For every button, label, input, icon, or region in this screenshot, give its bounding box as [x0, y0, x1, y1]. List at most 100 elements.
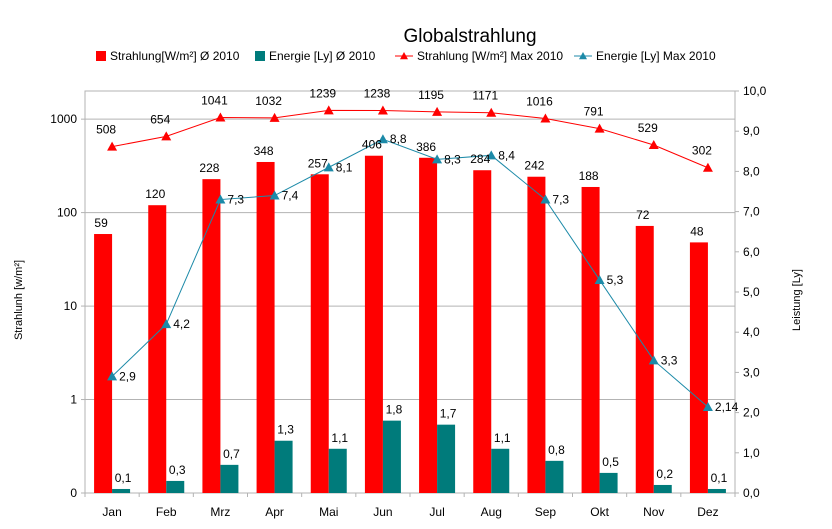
data-label-strahlung-avg: 228: [199, 161, 219, 175]
lines: [107, 105, 713, 411]
bar-energie-avg: [545, 460, 564, 493]
bar-energie-avg: [707, 488, 726, 493]
bars: [94, 155, 726, 494]
data-label-energie-avg: 0,3: [169, 463, 186, 477]
bar-energie-avg: [274, 440, 293, 493]
marker-strahlung-max: [648, 139, 659, 149]
marker-energie-max: [648, 355, 659, 365]
bar-strahlung-avg: [94, 234, 113, 493]
marker-energie-max: [323, 162, 334, 172]
data-label-strahlung-max: 302: [692, 144, 712, 158]
bar-strahlung-avg: [581, 186, 600, 494]
data-label-strahlung-avg: 120: [145, 187, 165, 201]
data-label-energie-max: 7,4: [282, 189, 299, 203]
data-labels: 59 0,1 120 0,3 228 0,7 348 1,3 257 1,1 406 1,8 386 1,…: [94, 86, 738, 485]
marker-strahlung-max: [594, 123, 605, 133]
axes: 0 1 10 100 1000 0,0 1,0 2,0 3,0 4,0 5,0 6,0 7,0 8,0 9,…: [50, 84, 766, 519]
chart-title: Globalstrahlung: [403, 26, 536, 47]
data-label-energie-max: 8,1: [336, 160, 353, 174]
data-label-energie-max: 4,2: [173, 317, 190, 331]
data-label-strahlung-max: 1041: [201, 94, 228, 108]
legend-label: Strahlung [W/m²] Max 2010: [417, 49, 563, 63]
left-tick-label: 1: [70, 393, 77, 407]
data-label-energie-max: 8,8: [390, 132, 407, 146]
right-tick-label: 0,0: [743, 486, 760, 500]
right-tick-label: 10,0: [743, 84, 767, 98]
line-energie-max: [111, 138, 709, 408]
left-tick-label: 1000: [50, 112, 77, 126]
x-tick-label: Sep: [535, 505, 557, 519]
marker-strahlung-max: [107, 141, 118, 151]
marker-strahlung-max: [323, 105, 334, 115]
marker-strahlung-max: [161, 131, 172, 141]
right-tick-label: 7,0: [743, 205, 760, 219]
data-label-energie-avg: 0,7: [223, 447, 240, 461]
bar-energie-avg: [437, 424, 456, 493]
bar-strahlung-avg: [148, 205, 167, 493]
bar-strahlung-avg: [635, 225, 654, 494]
marker-energie-max: [594, 274, 605, 284]
data-label-energie-avg: 1,7: [440, 407, 457, 421]
data-label-energie-max: 7,3: [227, 193, 244, 207]
data-label-strahlung-avg: 257: [308, 156, 328, 170]
data-label-strahlung-max: 1195: [418, 88, 444, 102]
data-label-strahlung-max: 1239: [309, 86, 336, 100]
bar-energie-avg: [166, 480, 185, 493]
legend-label: Energie [Ly] Ø 2010: [269, 49, 376, 63]
marker-energie-max: [215, 194, 226, 204]
bar-energie-avg: [220, 464, 239, 493]
right-axis-title: Leistung [Ly]: [791, 269, 803, 331]
data-label-strahlung-max: 791: [584, 105, 604, 119]
marker-strahlung-max: [702, 162, 713, 172]
x-tick-label: Feb: [156, 505, 177, 519]
x-tick-label: Jul: [429, 505, 444, 519]
data-label-strahlung-max: 1171: [472, 89, 498, 103]
bar-energie-avg: [653, 484, 672, 493]
left-tick-label: 0: [70, 486, 77, 500]
data-label-strahlung-avg: 406: [362, 138, 382, 152]
left-tick-label: 100: [57, 206, 77, 220]
data-label-energie-avg: 0,2: [656, 467, 673, 481]
bar-strahlung-avg: [473, 170, 492, 493]
legend: Strahlung[W/m²] Ø 2010 Energie [Ly] Ø 201…: [96, 49, 716, 63]
marker-energie-max: [486, 150, 497, 160]
right-tick-label: 5,0: [743, 285, 760, 299]
bar-strahlung-avg: [689, 242, 708, 493]
marker-energie-max: [432, 154, 443, 164]
legend-swatch: [96, 51, 106, 61]
x-tick-label: Mai: [319, 505, 338, 519]
legend-marker: [579, 52, 587, 60]
right-tick-label: 9,0: [743, 124, 760, 138]
marker-strahlung-max: [540, 113, 551, 123]
data-label-energie-max: 8,4: [498, 148, 515, 162]
right-tick-label: 6,0: [743, 245, 760, 259]
data-label-strahlung-avg: 188: [579, 169, 599, 183]
data-label-strahlung-max: 1016: [526, 94, 553, 108]
data-label-energie-avg: 0,5: [602, 455, 619, 469]
data-label-strahlung-avg: 48: [690, 224, 704, 238]
legend-label: Energie [Ly] Max 2010: [596, 49, 716, 63]
marker-strahlung-max: [486, 107, 497, 117]
bar-strahlung-avg: [364, 155, 383, 493]
right-tick-label: 8,0: [743, 164, 760, 178]
marker-strahlung-max: [432, 106, 443, 116]
bar-energie-avg: [491, 448, 510, 493]
data-label-energie-max: 3,3: [661, 353, 678, 367]
x-tick-label: Apr: [265, 505, 284, 519]
left-axis-title: Strahlunh [w/m²]: [13, 260, 25, 340]
data-label-energie-avg: 0,8: [548, 443, 565, 457]
data-label-strahlung-max: 1032: [255, 94, 282, 108]
bar-strahlung-avg: [310, 174, 329, 494]
data-label-energie-max: 2,14: [715, 400, 739, 414]
marker-energie-max: [540, 194, 551, 204]
right-tick-label: 4,0: [743, 325, 760, 339]
data-label-strahlung-avg: 59: [94, 216, 108, 230]
x-tick-label: Dez: [697, 505, 718, 519]
bar-energie-avg: [112, 488, 131, 493]
data-label-energie-avg: 1,8: [386, 403, 403, 417]
data-label-strahlung-avg: 386: [416, 140, 436, 154]
data-label-energie-avg: 1,3: [277, 423, 294, 437]
x-tick-label: Aug: [481, 505, 502, 519]
bar-strahlung-avg: [202, 179, 221, 493]
data-label-strahlung-max: 654: [150, 112, 170, 126]
